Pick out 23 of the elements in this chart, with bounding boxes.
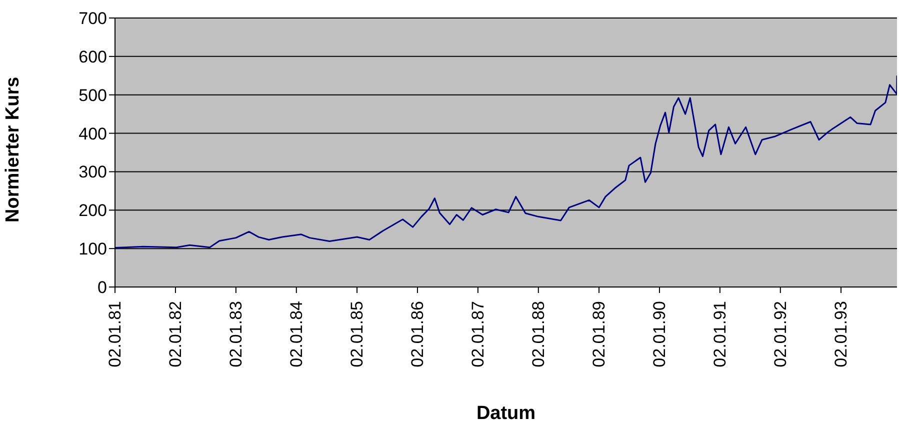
y-tick-label: 600 <box>78 47 107 66</box>
x-tick-label: 02.01.88 <box>528 301 548 368</box>
x-tick-label: 02.01.82 <box>166 301 185 368</box>
x-tick-label: 02.01.81 <box>106 301 124 368</box>
y-tick-label: 500 <box>78 86 107 105</box>
y-tick-label: 300 <box>78 162 107 182</box>
x-tick-label: 02.01.83 <box>226 301 246 368</box>
x-axis-title: Datum <box>476 403 536 424</box>
x-tick-label: 02.01.89 <box>590 301 609 368</box>
x-tick-label: 02.01.86 <box>408 301 427 368</box>
y-tick-label: 100 <box>78 240 107 259</box>
x-tick-label: 02.01.91 <box>710 301 730 368</box>
y-tick-label: 200 <box>78 201 107 220</box>
x-tick-label: 02.01.90 <box>650 301 669 368</box>
x-tick-label: 02.01.93 <box>832 301 851 368</box>
x-tick-label: 02.01.84 <box>286 301 306 368</box>
y-tick-label: 0 <box>98 278 107 298</box>
y-tick-label: 700 <box>78 9 107 28</box>
x-tick-label: 02.01.87 <box>468 301 488 368</box>
y-tick-label: 400 <box>78 124 107 144</box>
y-axis-title: Normierter Kurs <box>2 76 24 222</box>
x-tick-label: 02.01.85 <box>348 301 367 368</box>
x-tick-label: 02.01.92 <box>770 301 790 368</box>
